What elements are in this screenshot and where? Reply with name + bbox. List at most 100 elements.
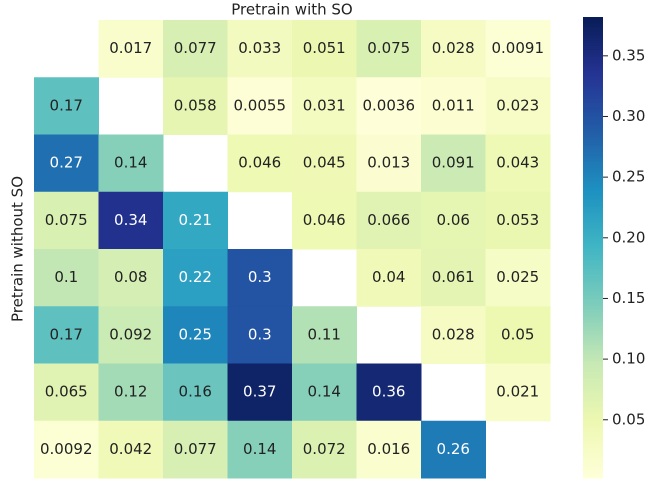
cell-label: 0.16 xyxy=(179,383,212,401)
colorbar-segment xyxy=(583,420,603,424)
cell-label: 0.3 xyxy=(248,325,272,343)
colorbar-segment xyxy=(583,203,603,207)
heatmap-cell xyxy=(421,191,486,250)
colorbar-segment xyxy=(583,242,603,246)
colorbar-segment xyxy=(583,473,603,477)
heatmap-cell xyxy=(485,306,551,364)
colorbar-segment xyxy=(583,194,603,198)
colorbar-segment xyxy=(583,247,603,251)
colorbar-segment xyxy=(583,215,603,219)
colorbar-segment xyxy=(583,362,603,366)
colorbar-segment xyxy=(583,353,603,357)
colorbar-segment xyxy=(583,76,603,80)
colorbar-segment xyxy=(583,445,603,449)
colorbar-segment xyxy=(583,79,603,83)
heatmap-cell xyxy=(98,363,164,422)
colorbar-segment xyxy=(583,102,603,106)
cell-label: 0.27 xyxy=(50,154,83,172)
cell-label: 0.046 xyxy=(303,211,346,229)
colorbar-segment xyxy=(583,321,603,325)
colorbar-segment xyxy=(583,189,603,193)
heatmap-cell xyxy=(485,249,551,307)
heatmap-cell xyxy=(227,134,293,193)
cell-label: 0.14 xyxy=(114,154,147,172)
cell-label: 0.075 xyxy=(367,39,410,57)
colorbar-segment xyxy=(583,81,603,85)
colorbar-segment xyxy=(583,233,603,237)
cell-label: 0.017 xyxy=(109,39,152,57)
colorbar-segment xyxy=(583,401,603,405)
colorbar-segment xyxy=(583,259,603,262)
cell-label: 0.028 xyxy=(432,39,475,57)
colorbar-segment xyxy=(583,90,603,94)
colorbar-segment xyxy=(583,344,603,348)
colorbar-segment xyxy=(583,148,603,152)
colorbar-segment xyxy=(583,335,603,338)
cell-label: 0.0055 xyxy=(234,96,287,114)
colorbar-segment xyxy=(583,450,603,454)
heatmap-cell xyxy=(292,306,357,364)
colorbar-segment xyxy=(583,371,603,375)
colorbar-segment xyxy=(583,316,603,320)
colorbar-segment xyxy=(583,272,603,276)
cell-label: 0.058 xyxy=(174,96,217,114)
heatmap-cell xyxy=(98,420,164,479)
heatmap-cell xyxy=(163,191,228,250)
colorbar-segment xyxy=(583,118,603,122)
colorbar-segment xyxy=(583,436,603,440)
cell-label: 0.1 xyxy=(54,268,78,286)
colorbar-segment xyxy=(583,37,603,41)
colorbar-segment xyxy=(583,139,603,143)
colorbar-segment xyxy=(583,53,603,57)
colorbar-segment xyxy=(583,83,603,87)
colorbar-segment xyxy=(583,388,603,392)
cell-label: 0.36 xyxy=(372,383,405,401)
colorbar-segment xyxy=(583,113,603,117)
colorbar-segment xyxy=(583,42,603,46)
cell-label: 0.06 xyxy=(437,211,470,229)
colorbar-segment xyxy=(583,134,603,138)
heatmap-cell xyxy=(98,191,164,250)
colorbar-segment xyxy=(583,275,603,279)
colorbar-segment xyxy=(583,226,603,230)
colorbar-tick-label: 0.25 xyxy=(612,168,645,186)
heatmap-cell xyxy=(227,20,293,78)
cell-label: 0.011 xyxy=(432,96,475,114)
heatmap-cell xyxy=(227,306,293,364)
cell-label: 0.066 xyxy=(367,211,410,229)
colorbar-segment xyxy=(583,132,603,136)
colorbar-segment xyxy=(583,26,603,30)
heatmap-cell xyxy=(34,249,99,307)
colorbar-segment xyxy=(583,129,603,133)
colorbar-tick-label: 0.30 xyxy=(612,107,645,125)
heatmap-cell xyxy=(163,249,228,307)
colorbar-segment xyxy=(583,298,603,302)
cell-label: 0.21 xyxy=(179,211,212,229)
colorbar-segment xyxy=(583,300,603,304)
heatmap-cell xyxy=(227,363,293,422)
heatmap-cell xyxy=(421,420,486,479)
colorbar-segment xyxy=(583,378,603,382)
colorbar-segment xyxy=(583,471,603,474)
heatmap-cell xyxy=(163,363,228,422)
colorbar-segment xyxy=(583,208,603,212)
colorbar-segment xyxy=(583,67,603,71)
heatmap-cell xyxy=(421,306,486,364)
cell-label: 0.051 xyxy=(303,39,346,57)
colorbar-segment xyxy=(583,222,603,226)
colorbar-segment xyxy=(583,210,603,214)
colorbar-segment xyxy=(583,125,603,129)
heatmap-cell xyxy=(163,306,228,364)
cell-label: 0.092 xyxy=(109,325,152,343)
heatmap-cell xyxy=(292,191,357,250)
y-axis-label: Pretrain without SO xyxy=(9,176,27,322)
heatmap-cell xyxy=(227,77,293,135)
colorbar-segment xyxy=(583,28,603,32)
heatmap-cell xyxy=(356,249,422,307)
colorbar-segment xyxy=(583,116,603,120)
colorbar-segment xyxy=(583,224,603,228)
heatmap-cell xyxy=(163,77,228,135)
colorbar-segment xyxy=(583,369,603,373)
heatmap-cell xyxy=(356,77,422,135)
